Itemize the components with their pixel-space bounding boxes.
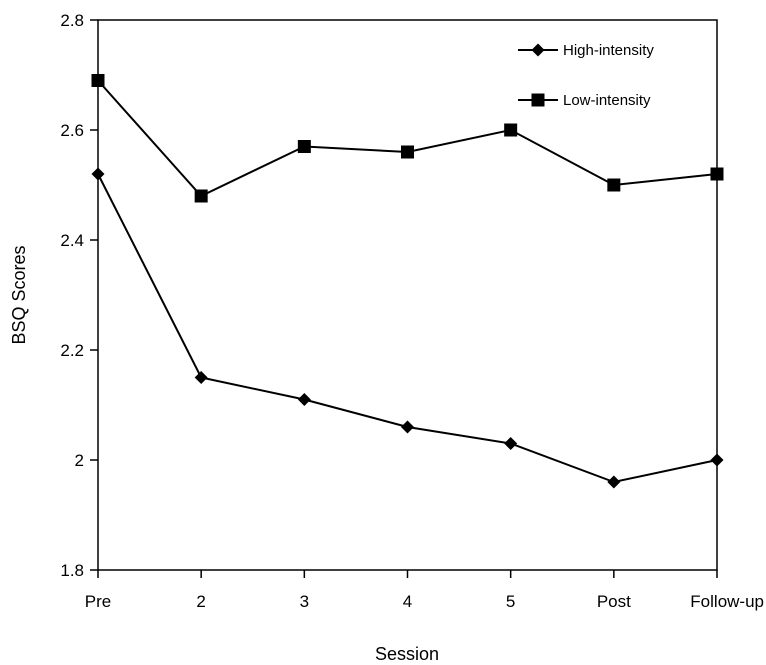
legend: High-intensity Low-intensity [518, 42, 654, 109]
x-tick-label: Follow-up [690, 592, 764, 611]
y-tick-label: 2 [75, 451, 84, 470]
legend-label: High-intensity [563, 42, 654, 59]
y-tick-label: 2.6 [60, 121, 84, 140]
y-axis: 1.8 2 2.2 2.4 2.6 2.8 [60, 11, 98, 580]
legend-marker-diamond [531, 43, 545, 57]
data-point-square [297, 140, 311, 153]
x-tick-label: 5 [506, 592, 515, 611]
x-tick-label: Pre [85, 592, 111, 611]
y-tick-label: 2.8 [60, 11, 84, 30]
data-point-diamond [504, 437, 518, 450]
data-point-diamond [710, 453, 724, 467]
data-point-square [194, 189, 208, 203]
data-point-diamond [91, 167, 105, 181]
data-point-square [710, 167, 724, 181]
data-point-diamond [194, 371, 208, 384]
x-tick-label: 4 [403, 592, 412, 611]
data-point-diamond [607, 475, 621, 489]
series-layer [91, 74, 724, 489]
data-point-diamond [297, 393, 311, 406]
y-tick-label: 2.2 [60, 341, 84, 360]
data-point-square [504, 123, 518, 137]
y-tick-label: 2.4 [60, 231, 84, 250]
x-tick-label: 3 [300, 592, 309, 611]
y-axis-title: BSQ Scores [9, 245, 29, 344]
x-axis-title: Session [375, 644, 439, 664]
x-tick-label: 2 [196, 592, 205, 611]
data-point-square [91, 74, 105, 87]
data-point-square [607, 178, 621, 192]
legend-label: Low-intensity [563, 92, 651, 109]
y-tick-label: 1.8 [60, 561, 84, 580]
data-point-square [401, 145, 414, 159]
x-tick-label: Post [597, 592, 631, 611]
legend-marker-square [531, 93, 545, 107]
x-axis: Pre 2 3 4 5 Post Follow-up [85, 570, 764, 611]
data-point-diamond [401, 420, 414, 434]
